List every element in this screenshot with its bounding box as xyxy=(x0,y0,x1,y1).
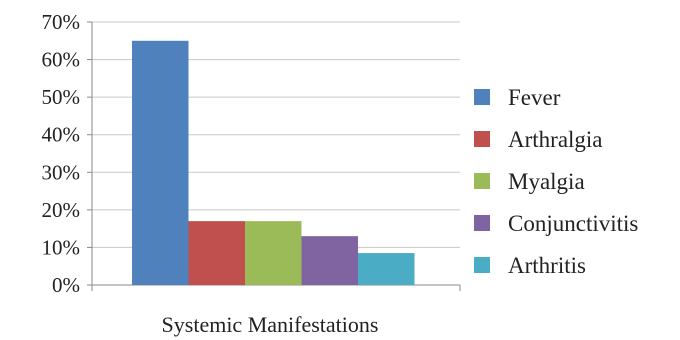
y-tick-label: 30% xyxy=(42,160,81,184)
y-tick-label: 40% xyxy=(42,123,81,147)
legend-swatch xyxy=(474,215,490,231)
y-tick-label: 20% xyxy=(42,198,81,222)
legend-label: Conjunctivitis xyxy=(508,211,638,236)
y-tick-labels: 0% 10% 20% 30% 40% 50% 60% 70% xyxy=(42,10,81,297)
legend-swatch xyxy=(474,89,490,105)
legend-swatch xyxy=(474,257,490,273)
bar-arthritis xyxy=(358,253,415,285)
bar-arthralgia xyxy=(188,221,245,285)
legend-label: Arthralgia xyxy=(508,127,603,152)
x-axis-title: Systemic Manifestations xyxy=(162,312,379,337)
legend-label: Arthritis xyxy=(508,253,586,278)
legend: Fever Arthralgia Myalgia Conjunctivitis Arth… xyxy=(474,85,638,278)
bar-fever xyxy=(132,40,189,286)
legend-swatch xyxy=(474,173,490,189)
y-tick-label: 0% xyxy=(52,273,80,297)
legend-swatch xyxy=(474,131,490,147)
y-tick-label: 70% xyxy=(42,10,81,34)
bars xyxy=(132,40,415,286)
legend-label: Fever xyxy=(508,85,561,110)
y-tick-label: 50% xyxy=(42,85,81,109)
legend-label: Myalgia xyxy=(508,169,585,194)
y-tick-label: 60% xyxy=(42,48,81,72)
y-tick-label: 10% xyxy=(42,235,81,259)
bar-myalgia xyxy=(245,221,302,285)
bar-conjunctivitis xyxy=(301,236,358,285)
